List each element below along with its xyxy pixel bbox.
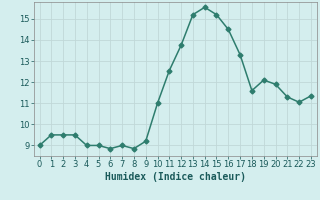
X-axis label: Humidex (Indice chaleur): Humidex (Indice chaleur) (105, 172, 246, 182)
